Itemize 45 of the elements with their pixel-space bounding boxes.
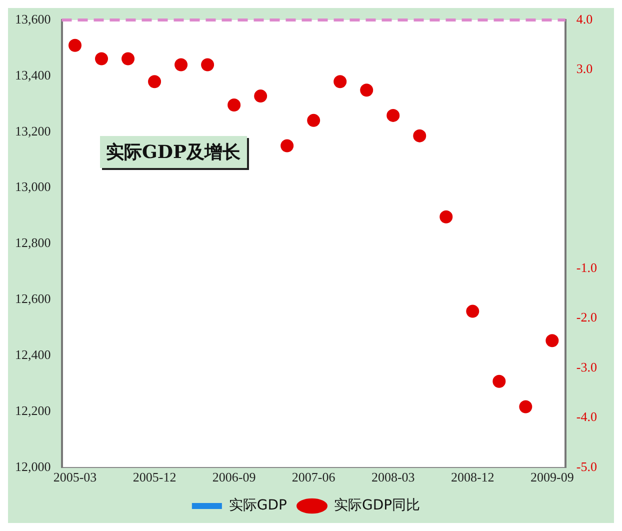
point — [466, 304, 480, 318]
point — [95, 52, 108, 66]
point — [201, 58, 214, 72]
point — [546, 334, 559, 348]
y-tick-label: 13,400 — [15, 67, 51, 82]
point — [334, 75, 347, 88]
legend-label: 实际GDP同比 — [334, 498, 420, 514]
y2-tick-label: -2.0 — [576, 310, 598, 325]
point — [68, 38, 82, 52]
point — [228, 98, 241, 112]
y-tick-label: 13,200 — [15, 123, 51, 138]
x-tick-label: 2005-12 — [132, 470, 176, 485]
y-tick-label: 12,400 — [15, 346, 51, 362]
y-tick-label: 12,200 — [15, 402, 51, 418]
y-tick-label: 12,000 — [15, 458, 51, 474]
point — [519, 400, 532, 414]
point — [386, 108, 400, 122]
point — [492, 374, 506, 388]
y2-tick-label: 4.0 — [576, 11, 593, 26]
point — [174, 58, 188, 72]
y-tick-label: 12,600 — [15, 291, 51, 306]
x-tick-label: 2007-06 — [292, 470, 336, 485]
x-tick-label: 2006-09 — [212, 470, 256, 485]
point — [413, 129, 426, 142]
y2-tick-label: -5.0 — [576, 458, 598, 474]
point — [122, 52, 135, 66]
y-tick-label: 12,800 — [15, 235, 51, 250]
x-tick-label: 2008-12 — [450, 470, 494, 485]
y-tick-label: 13,000 — [15, 179, 51, 194]
point — [307, 114, 320, 127]
y2-tick-label: -3.0 — [576, 359, 598, 374]
point — [360, 84, 374, 97]
point — [280, 139, 294, 152]
x-tick-label: 2009-09 — [530, 470, 574, 485]
y2-tick-label: -4.0 — [576, 409, 598, 424]
x-tick-label: 2008-03 — [371, 470, 415, 485]
text: 实际GDP及增长 — [100, 136, 247, 168]
y2-tick-label: 3.0 — [576, 61, 593, 76]
point — [148, 75, 162, 88]
legend-label: 实际GDP — [228, 498, 288, 514]
point — [254, 90, 268, 103]
point — [440, 210, 453, 224]
y-tick-label: 13,600 — [15, 11, 51, 26]
y2-tick-label: -1.0 — [576, 260, 598, 275]
x-tick-label: 2005-03 — [53, 470, 97, 485]
